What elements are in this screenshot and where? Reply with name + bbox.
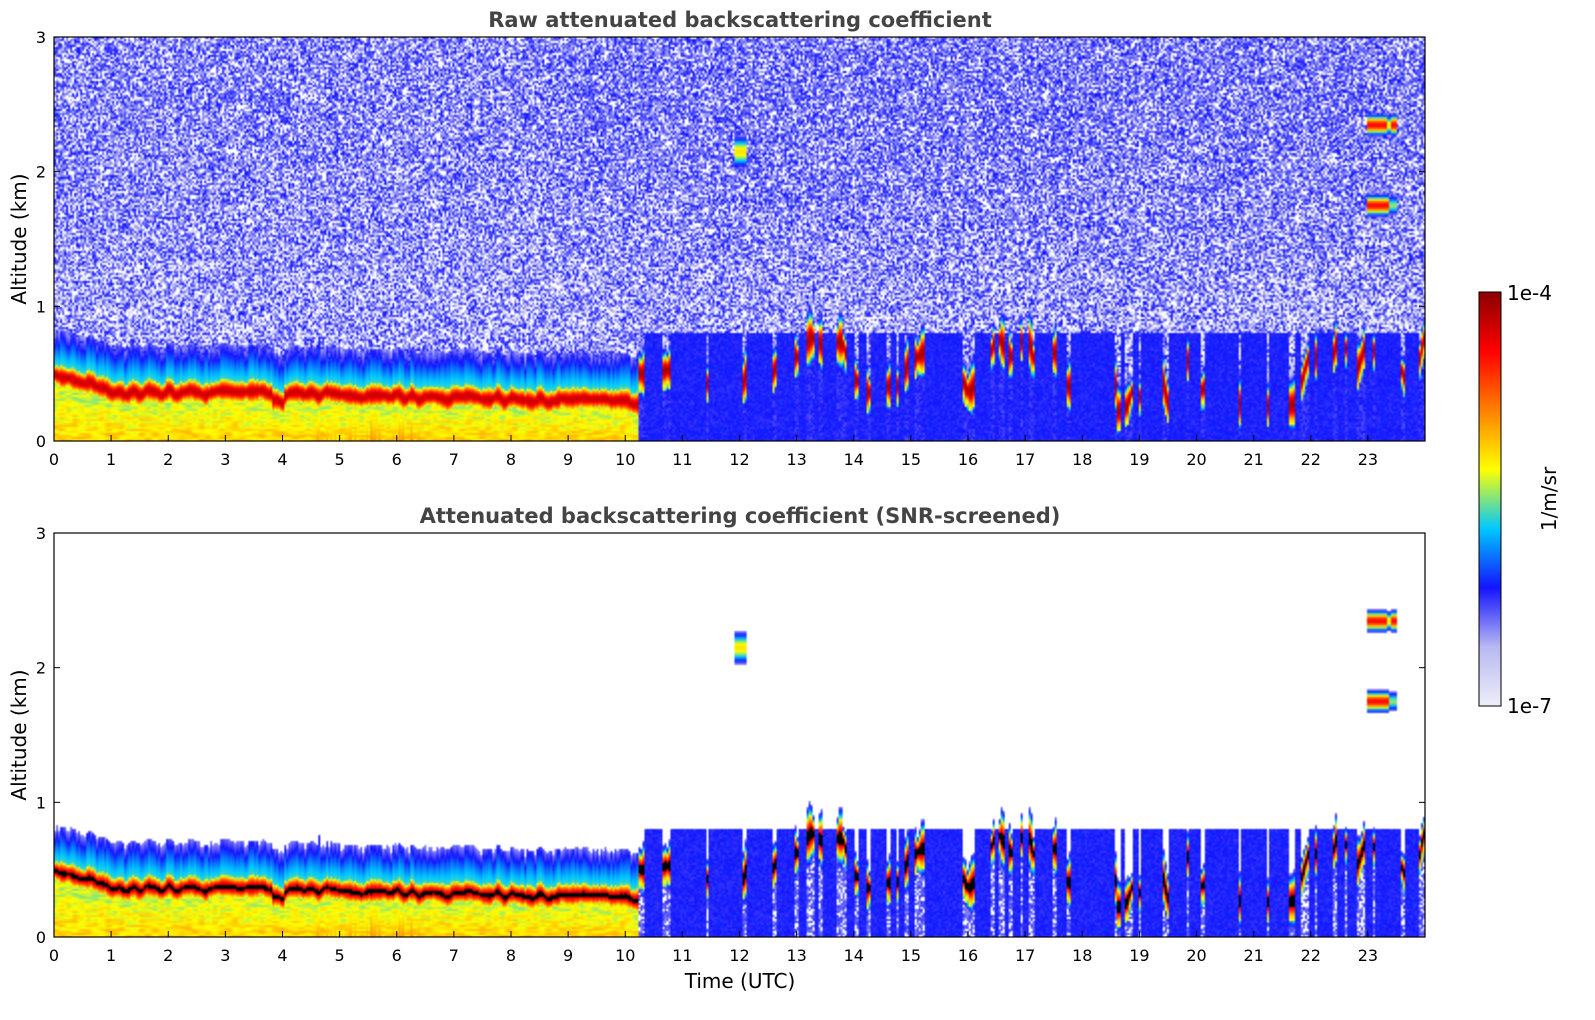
x-tick-label: 18	[1072, 450, 1092, 469]
x-tick-label: 6	[392, 450, 402, 469]
panel-raw-heatmap	[54, 37, 1425, 441]
colorbar-max-label: 1e-4	[1507, 281, 1552, 305]
x-tick-label: 10	[615, 450, 635, 469]
x-tick-label: 8	[506, 450, 516, 469]
x-tick-label: 16	[958, 946, 978, 965]
x-tick-label: 3	[220, 946, 230, 965]
y-tick-label: 1	[36, 297, 46, 316]
panel-screened-title: Attenuated backscattering coefficient (S…	[420, 504, 1061, 528]
x-tick-label: 1	[106, 946, 116, 965]
x-tick-label: 17	[1015, 946, 1035, 965]
colorbar-unit-label: 1/m/sr	[1537, 466, 1561, 531]
panel-raw-y-ticks: 0 1 2 3	[36, 28, 1425, 451]
panel-raw-title: Raw attenuated backscattering coefficien…	[488, 8, 992, 32]
y-tick-label: 2	[36, 659, 46, 678]
panel-screened-plot-area	[53, 532, 1426, 938]
x-tick-label: 7	[449, 450, 459, 469]
x-tick-label: 21	[1243, 946, 1263, 965]
panel-screened-heatmap	[54, 533, 1425, 937]
x-tick-label: 20	[1186, 946, 1206, 965]
panel-screened-x-ticks: 0 1 2 3 4 5 6 7 8 9 10 11 12 13 14 15 16 17 18 19 20 21 22 23	[49, 931, 1378, 965]
x-tick-label: 11	[672, 450, 692, 469]
x-tick-label: 1	[106, 450, 116, 469]
x-tick-label: 0	[49, 450, 59, 469]
x-tick-label: 4	[277, 450, 287, 469]
y-tick-label: 2	[36, 163, 46, 182]
x-tick-label: 17	[1015, 450, 1035, 469]
colorbar: 1e-4 1e-7 1/m/sr	[1478, 281, 1561, 718]
y-tick-label: 0	[36, 928, 46, 947]
x-tick-label: 4	[277, 946, 287, 965]
x-tick-label: 2	[163, 450, 173, 469]
x-tick-label: 15	[901, 946, 921, 965]
x-tick-label: 5	[335, 946, 345, 965]
colorbar-min-label: 1e-7	[1507, 694, 1552, 718]
x-tick-label: 23	[1358, 450, 1378, 469]
panel-screened: Attenuated backscattering coefficient (S…	[7, 504, 1426, 993]
x-tick-label: 3	[220, 450, 230, 469]
x-tick-label: 6	[392, 946, 402, 965]
x-tick-label: 19	[1129, 946, 1149, 965]
x-tick-label: 5	[335, 450, 345, 469]
colorbar-gradient	[1478, 291, 1502, 707]
x-tick-label: 20	[1186, 450, 1206, 469]
x-tick-label: 16	[958, 450, 978, 469]
x-tick-label: 10	[615, 946, 635, 965]
y-tick-label: 3	[36, 524, 46, 543]
panel-raw-x-ticks: 0 1 2 3 4 5 6 7 8 9 10 11 12 13 14 15 16 17 18 19 20 21 22 23	[49, 435, 1378, 469]
y-tick-label: 3	[36, 28, 46, 47]
x-tick-label: 14	[844, 450, 864, 469]
x-tick-label: 19	[1129, 450, 1149, 469]
x-tick-label: 0	[49, 946, 59, 965]
x-tick-label: 18	[1072, 946, 1092, 965]
panel-screened-y-label: Altitude (km)	[7, 669, 31, 800]
x-tick-label: 13	[786, 946, 806, 965]
x-tick-label: 8	[506, 946, 516, 965]
x-axis-label: Time (UTC)	[684, 969, 796, 993]
x-tick-label: 12	[729, 450, 749, 469]
x-tick-label: 22	[1301, 946, 1321, 965]
panel-raw-y-label: Altitude (km)	[7, 173, 31, 304]
x-tick-label: 12	[729, 946, 749, 965]
x-tick-label: 9	[563, 946, 573, 965]
x-tick-label: 22	[1301, 450, 1321, 469]
x-tick-label: 9	[563, 450, 573, 469]
x-tick-label: 2	[163, 946, 173, 965]
x-tick-label: 21	[1243, 450, 1263, 469]
panel-raw-plot-area	[53, 36, 1426, 442]
panel-raw: Raw attenuated backscattering coefficien…	[7, 8, 1426, 469]
panel-screened-y-ticks: 0 1 2 3	[36, 524, 1425, 947]
x-tick-label: 13	[786, 450, 806, 469]
x-tick-label: 11	[672, 946, 692, 965]
y-tick-label: 0	[36, 432, 46, 451]
x-tick-label: 23	[1358, 946, 1378, 965]
x-tick-label: 15	[901, 450, 921, 469]
y-tick-label: 1	[36, 793, 46, 812]
x-tick-label: 14	[844, 946, 864, 965]
x-tick-label: 7	[449, 946, 459, 965]
